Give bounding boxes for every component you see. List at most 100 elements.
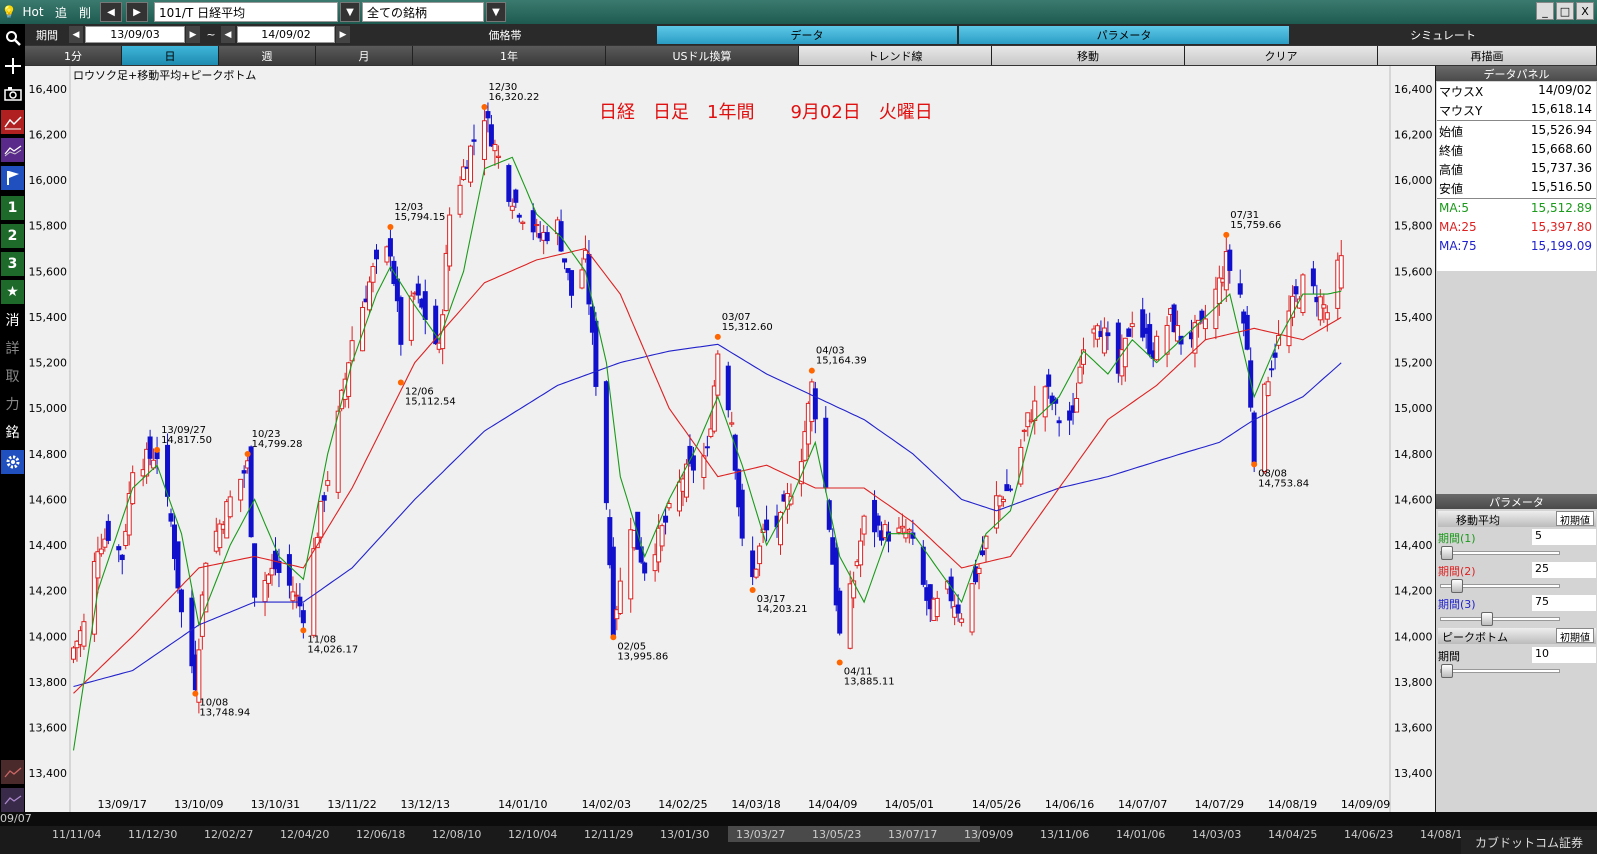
flag-icon[interactable] (1, 166, 24, 190)
data-value: 15,737.36 (1530, 161, 1592, 175)
delete-button[interactable]: 削 (78, 5, 91, 20)
candle-up (906, 528, 912, 532)
period3-slider-thumb[interactable] (1481, 612, 1493, 626)
candle-down (175, 541, 181, 589)
trendline-button[interactable]: トレンド線 (799, 46, 992, 65)
redraw-button[interactable]: 再描画 (1378, 46, 1597, 65)
candlestick-chart[interactable]: ロウソク足+移動平均+ピークボトム 日経 日足 1年間 9月02日 火曜日 13… (25, 66, 1435, 812)
pb-period-input[interactable]: 10 (1532, 647, 1596, 663)
next-symbol-button[interactable]: ▶ (126, 2, 148, 22)
candle-down (589, 306, 595, 333)
bottom-marker (749, 586, 756, 593)
lightbulb-icon[interactable]: 💡 (1, 5, 17, 19)
candle-down (297, 596, 303, 607)
candle-up (1175, 325, 1181, 342)
pb-reset-button[interactable]: 初期値 (1556, 628, 1594, 644)
to-date-input[interactable]: 14/09/02 (237, 26, 335, 43)
peak-value-label: 15,794.15 (394, 212, 445, 223)
add-button[interactable]: 追 (54, 5, 67, 20)
candle-down (116, 546, 122, 551)
y-tick-label-right: 16,000 (1394, 174, 1433, 187)
interval-1min-button[interactable]: 1分 (25, 46, 122, 65)
take-button[interactable]: 取 (5, 369, 20, 385)
from-date-input[interactable]: 13/09/03 (85, 26, 185, 43)
clear-button[interactable]: クリア (1185, 46, 1378, 65)
period1-slider[interactable] (1440, 546, 1560, 560)
crosshair-icon[interactable] (1, 54, 24, 78)
preset-3-button[interactable]: 3 (1, 252, 24, 276)
range-1year-button[interactable]: 1年 (413, 46, 606, 65)
data-row-mouse-x: マウスX 14/09/02 (1437, 82, 1596, 99)
history-scrollbar[interactable]: 11/11/04 11/12/30 12/02/27 12/04/20 12/06/18… (0, 826, 1597, 854)
small-line-chart-icon[interactable] (1, 760, 24, 784)
pb-period-slider[interactable] (1440, 664, 1560, 678)
period3-slider[interactable] (1440, 612, 1560, 626)
brand-button[interactable]: 銘 (5, 425, 20, 441)
chart-area[interactable]: ロウソク足+移動平均+ピークボトム 日経 日足 1年間 9月02日 火曜日 13… (25, 66, 1435, 812)
candle-up (1081, 349, 1087, 365)
candle-up (447, 214, 453, 267)
pb-slider-thumb[interactable] (1441, 664, 1453, 678)
usd-convert-button[interactable]: USドル換算 (606, 46, 799, 65)
period1-value-input[interactable]: 5 (1532, 529, 1596, 545)
peak-value-label: 14,799.28 (252, 439, 303, 450)
candle-up (520, 221, 526, 224)
scroll-date-label: 12/02/27 (204, 828, 254, 841)
preset-1-button[interactable]: 1 (1, 196, 24, 220)
erase-button[interactable]: 消 (5, 313, 20, 329)
candle-up (1129, 323, 1135, 328)
interval-week-button[interactable]: 週 (219, 46, 316, 65)
divider (1437, 120, 1596, 121)
period2-slider[interactable] (1440, 579, 1560, 593)
peak-date-label: 04/11 (844, 667, 873, 678)
period2-slider-thumb[interactable] (1451, 579, 1463, 593)
multi-line-icon[interactable] (1, 138, 24, 162)
tab-simulate[interactable]: シミュレート (1291, 26, 1595, 44)
close-button[interactable]: X (1576, 2, 1594, 20)
x-tick-label: 14/03/18 (731, 798, 780, 811)
line-chart-icon[interactable] (1, 110, 24, 134)
minimize-button[interactable]: _ (1536, 2, 1554, 20)
candle-down (736, 469, 742, 508)
hot-button[interactable]: Hot (22, 5, 44, 19)
tab-parameters[interactable]: パラメータ (959, 26, 1289, 44)
symbol-input[interactable]: 101/T 日経平均 (154, 2, 338, 22)
x-tick-label: 14/02/25 (658, 798, 707, 811)
interval-month-button[interactable]: 月 (316, 46, 413, 65)
ma75-line (73, 343, 1342, 688)
symbol-dropdown-icon[interactable]: ▼ (340, 2, 360, 22)
period3-value-input[interactable]: 75 (1532, 595, 1596, 611)
tab-price-band[interactable]: 価格帯 (355, 26, 655, 44)
preset-2-button[interactable]: 2 (1, 224, 24, 248)
to-next-button[interactable]: ▶ (336, 26, 350, 43)
candle-down (1115, 322, 1121, 374)
period1-slider-thumb[interactable] (1441, 546, 1453, 560)
input-button[interactable]: 力 (5, 397, 20, 413)
candle-down (1067, 410, 1073, 421)
scroll-thumb[interactable] (728, 826, 980, 842)
interval-day-button[interactable]: 日 (122, 46, 219, 65)
from-next-button[interactable]: ▶ (186, 26, 200, 43)
gear-icon[interactable] (1, 450, 24, 474)
category-dropdown-icon[interactable]: ▼ (486, 2, 506, 22)
from-prev-button[interactable]: ◀ (69, 26, 83, 43)
tab-data[interactable]: データ (657, 26, 957, 44)
prev-symbol-button[interactable]: ◀ (100, 2, 122, 22)
candle-up (798, 461, 804, 485)
detail-button[interactable]: 詳 (5, 341, 20, 357)
y-tick-label-right: 15,800 (1394, 220, 1433, 233)
period2-value-input[interactable]: 25 (1532, 562, 1596, 578)
camera-icon[interactable] (1, 82, 24, 106)
chart-headline: 日経 日足 1年間 9月02日 火曜日 (599, 102, 933, 123)
small-multi-line-icon[interactable] (1, 788, 24, 812)
move-button[interactable]: 移動 (992, 46, 1185, 65)
ma-reset-button[interactable]: 初期値 (1556, 511, 1594, 527)
search-icon[interactable] (1, 26, 24, 50)
peak-value-label: 14,753.84 (1258, 478, 1309, 489)
maximize-button[interactable]: □ (1556, 2, 1574, 20)
category-select[interactable]: 全ての銘柄 (362, 2, 484, 22)
candle-down (690, 455, 696, 471)
candle-up (481, 120, 487, 160)
to-prev-button[interactable]: ◀ (221, 26, 235, 43)
star-icon[interactable]: ★ (1, 280, 24, 304)
